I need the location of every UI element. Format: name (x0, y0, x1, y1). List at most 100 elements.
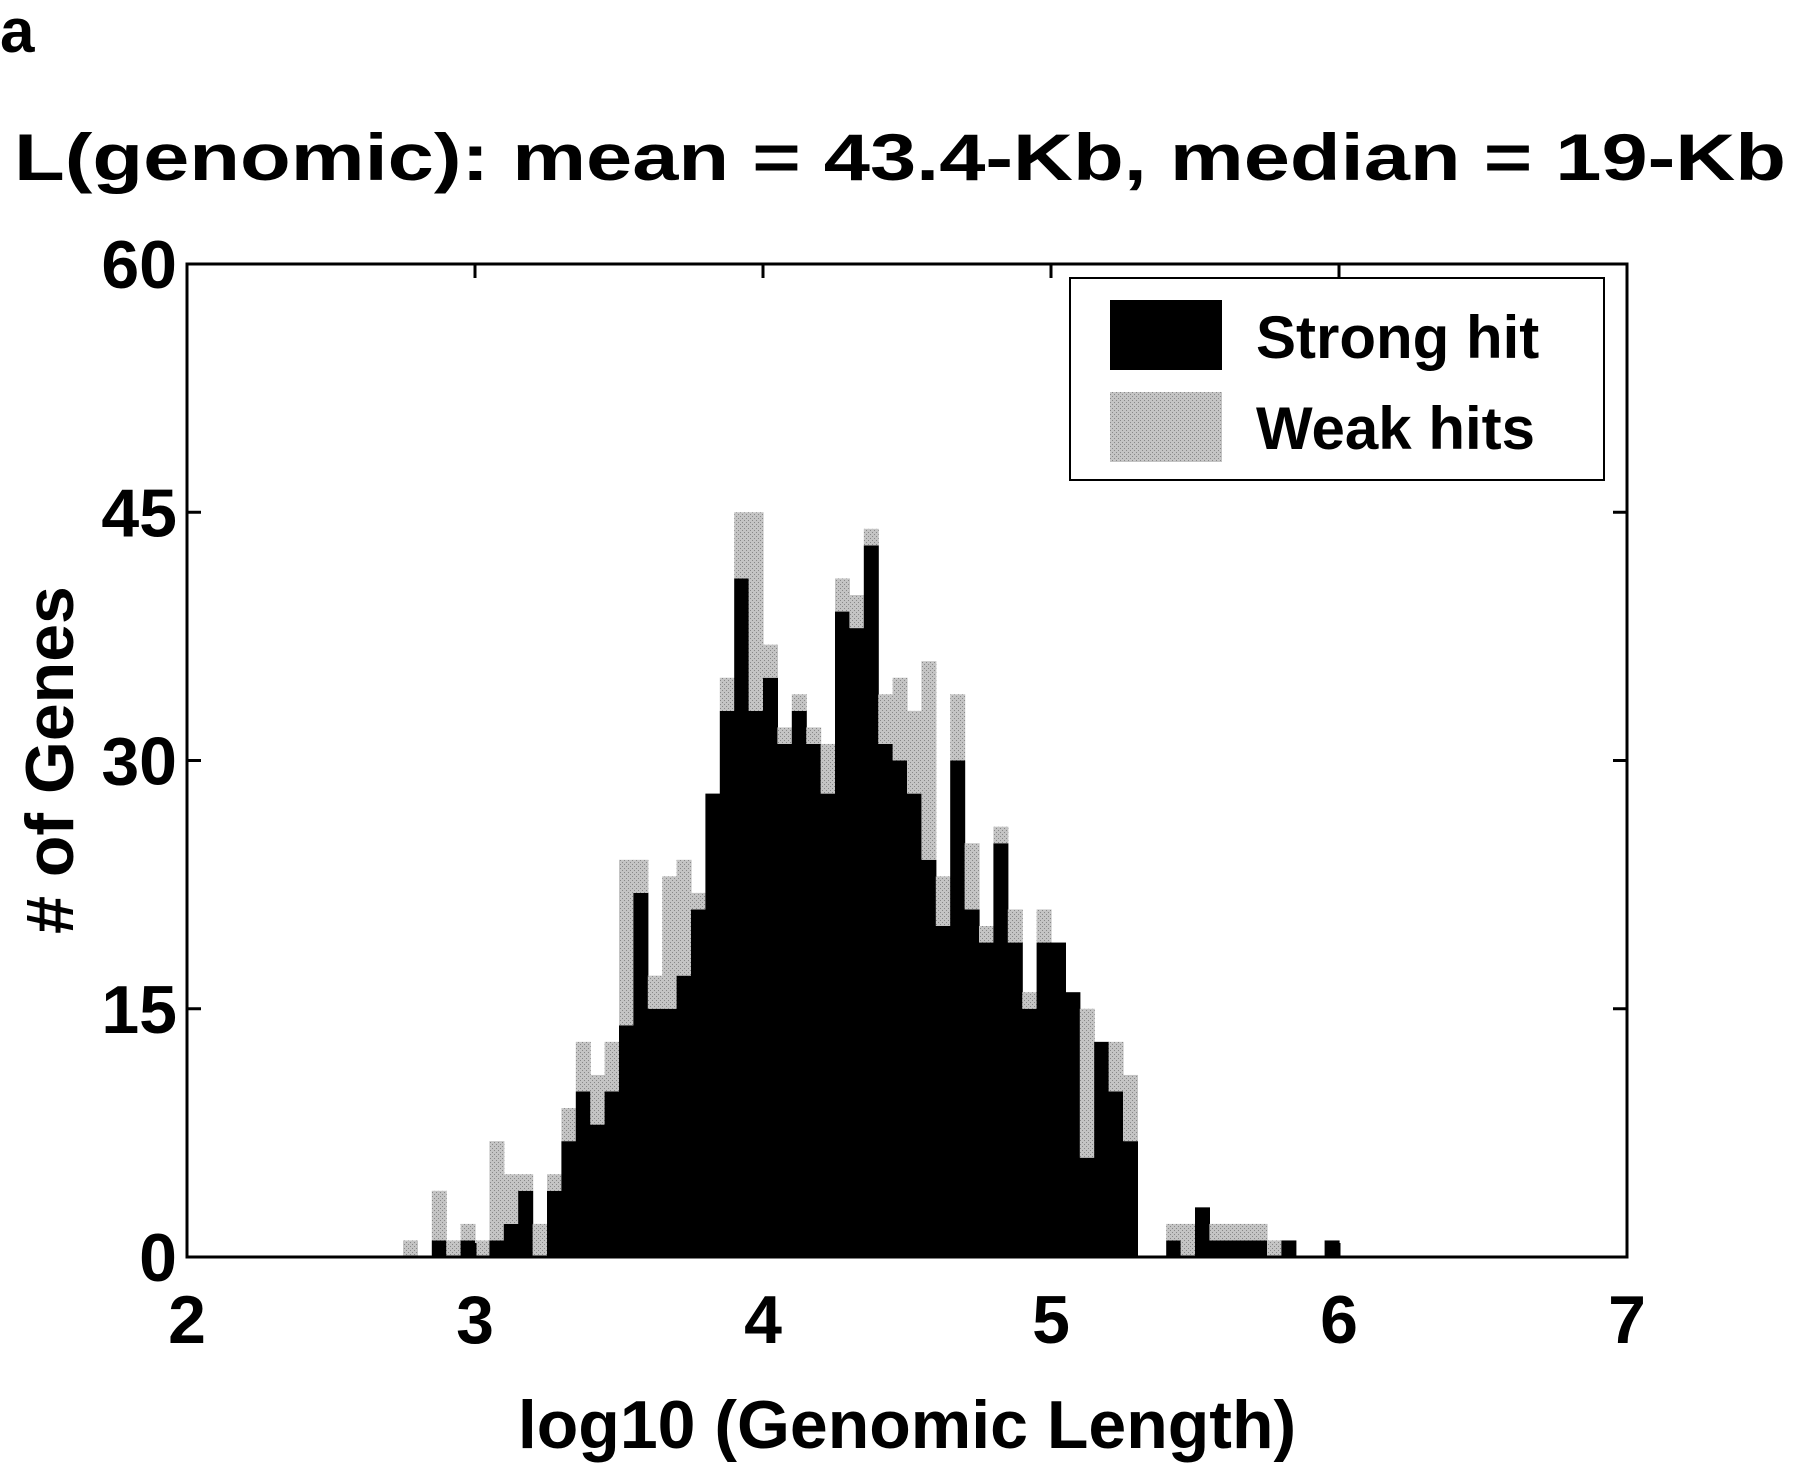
bar-strong-hit (705, 793, 721, 1257)
bar-strong-hit (1007, 942, 1023, 1257)
bar-weak-hits (1180, 1223, 1196, 1257)
bar-strong-hit (806, 743, 822, 1257)
bar-weak-hits (619, 859, 634, 1026)
bar-strong-hit (518, 1190, 534, 1257)
bar-weak-hits (1209, 1223, 1225, 1241)
bar-weak-hits (748, 512, 764, 711)
x-tick-labels: 2 3 4 5 6 7 (168, 1282, 1646, 1358)
bar-weak-hits (734, 512, 750, 579)
x-tick-label: 3 (456, 1282, 494, 1358)
bar-strong-hit (676, 975, 692, 1257)
bar-weak-hits (431, 1190, 447, 1241)
bar-weak-hits (719, 677, 735, 711)
bar-weak-hits (475, 1240, 490, 1257)
x-tick-label: 6 (1320, 1282, 1358, 1358)
bar-weak-hits (518, 1174, 534, 1191)
chart-title: L(genomic): mean = 43.4-Kb, median = 19-… (14, 120, 1786, 194)
bar-weak-hits (964, 843, 980, 910)
bar-strong-hit (820, 793, 836, 1257)
bar-strong-hit (633, 892, 649, 1257)
bar-weak-hits (907, 710, 922, 794)
bar-strong-hit (1166, 1240, 1182, 1257)
bar-weak-hits (1223, 1223, 1239, 1241)
bar-strong-hit (907, 793, 922, 1257)
bar-weak-hits (878, 694, 894, 744)
bar-strong-hit (1223, 1240, 1239, 1257)
bar-weak-hits (489, 1141, 505, 1241)
bar-weak-hits (676, 859, 692, 976)
bar-weak-hits (1036, 909, 1052, 943)
bar-strong-hit (1094, 1041, 1110, 1257)
y-tick-label: 60 (101, 227, 177, 303)
bar-weak-hits (835, 578, 850, 612)
bar-strong-hit (1252, 1240, 1268, 1257)
bar-weak-hits (503, 1174, 519, 1224)
legend-swatch-strong-hit (1110, 300, 1222, 370)
bar-strong-hit (950, 760, 966, 1257)
bar-weak-hits (691, 892, 706, 910)
bar-strong-hit (979, 942, 994, 1257)
bar-weak-hits (1079, 1008, 1095, 1158)
bar-strong-hit (835, 611, 850, 1257)
bar-weak-hits (403, 1240, 418, 1257)
bar-strong-hit (1195, 1207, 1210, 1257)
bar-strong-hit (431, 1240, 447, 1257)
legend-swatch-weak-hits (1110, 392, 1222, 462)
y-tick-label: 0 (139, 1220, 177, 1296)
y-tick-label: 45 (101, 475, 177, 551)
bar-strong-hit (748, 710, 764, 1257)
bar-strong-hit (993, 843, 1009, 1257)
bar-strong-hit (892, 760, 908, 1257)
bar-strong-hit (849, 628, 865, 1257)
bar-strong-hit (691, 909, 706, 1257)
bar-strong-hit (1281, 1240, 1297, 1257)
axis-ticks (185, 262, 1629, 1259)
x-tick-label: 2 (168, 1282, 206, 1358)
bar-strong-hit (1324, 1240, 1340, 1257)
bar-strong-hit (763, 677, 778, 1257)
bar-strong-hit (791, 710, 807, 1257)
panel-letter: a (0, 0, 35, 66)
bar-weak-hits (1238, 1223, 1254, 1241)
bar-weak-hits (633, 859, 649, 893)
bar-strong-hit (1065, 992, 1081, 1257)
bar-strong-hit (604, 1091, 620, 1257)
x-tick-label: 4 (744, 1282, 782, 1358)
bar-weak-hits (849, 595, 865, 629)
bar-strong-hit (1123, 1141, 1138, 1257)
bar-weak-hits (979, 926, 994, 943)
bar-weak-hits (1267, 1240, 1282, 1257)
x-tick-label: 7 (1608, 1282, 1646, 1358)
bar-strong-hit (1051, 942, 1066, 1257)
bar-weak-hits (1252, 1223, 1268, 1241)
bar-strong-hit (734, 578, 750, 1257)
bar-weak-hits (532, 1223, 548, 1257)
bar-strong-hit (964, 909, 980, 1257)
legend: Strong hit Weak hits (1069, 277, 1605, 481)
bar-weak-hits (1007, 909, 1023, 943)
bar-strong-hit (935, 926, 951, 1257)
bar-strong-hit (561, 1141, 577, 1257)
bar-strong-hit (1209, 1240, 1225, 1257)
bar-weak-hits (791, 694, 807, 711)
bar-strong-hit (590, 1124, 606, 1257)
bar-weak-hits (561, 1108, 577, 1142)
x-axis-label: log10 (Genomic Length) (518, 1387, 1296, 1463)
bar-weak-hits (950, 694, 966, 761)
bar-weak-hits (863, 528, 879, 546)
bar-weak-hits (993, 826, 1009, 844)
bar-strong-hit (662, 1008, 678, 1257)
bar-strong-hit (777, 743, 793, 1257)
bar-strong-hit (619, 1025, 634, 1257)
bar-strong-hit (878, 743, 894, 1257)
bar-strong-hit (1238, 1240, 1254, 1257)
bar-weak-hits (547, 1174, 562, 1191)
bar-weak-hits (935, 876, 951, 926)
bar-strong-hit (863, 545, 879, 1257)
bar-strong-hit (719, 710, 735, 1257)
bar-weak-hits (647, 975, 663, 1009)
y-tick-labels: 0 15 30 45 60 (101, 227, 177, 1296)
legend-label-strong-hit: Strong hit (1256, 304, 1539, 371)
histogram-bars (403, 512, 1340, 1257)
bar-weak-hits (777, 727, 793, 744)
